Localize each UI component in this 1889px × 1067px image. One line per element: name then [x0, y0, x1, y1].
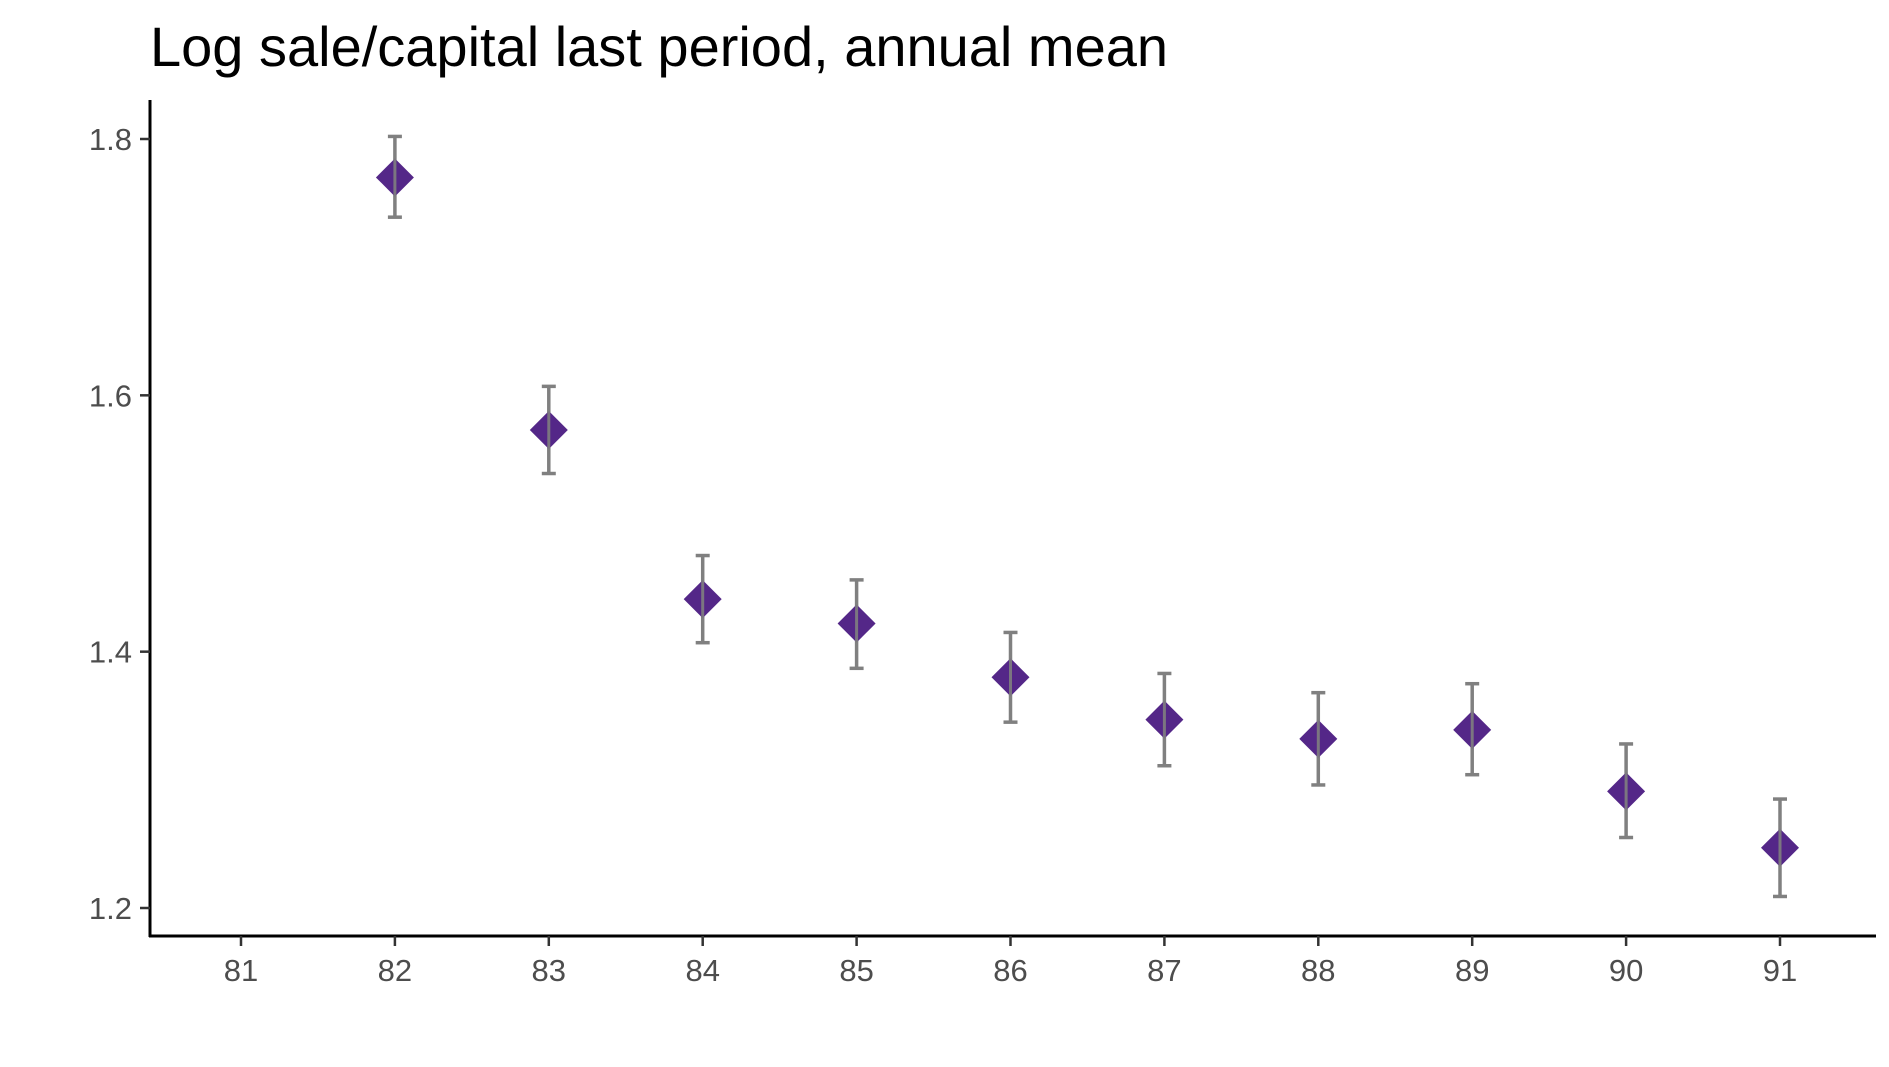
- x-tick-label: 84: [685, 953, 719, 988]
- x-tick-label: 88: [1301, 953, 1335, 988]
- x-tick-label: 89: [1455, 953, 1489, 988]
- x-tick-label: 83: [532, 953, 566, 988]
- x-tick-label: 86: [993, 953, 1027, 988]
- y-tick-label: 1.4: [89, 635, 132, 670]
- x-tick-label: 85: [839, 953, 873, 988]
- y-tick-label: 1.6: [89, 378, 132, 413]
- y-tick-label: 1.2: [89, 891, 132, 926]
- chart-title: Log sale/capital last period, annual mea…: [150, 15, 1169, 78]
- x-tick-label: 90: [1609, 953, 1643, 988]
- y-tick-label: 1.8: [89, 122, 132, 157]
- x-tick-label: 87: [1147, 953, 1181, 988]
- x-tick-label: 81: [224, 953, 258, 988]
- x-tick-label: 91: [1763, 953, 1797, 988]
- x-tick-label: 82: [378, 953, 412, 988]
- series-annual-mean: [375, 134, 1799, 899]
